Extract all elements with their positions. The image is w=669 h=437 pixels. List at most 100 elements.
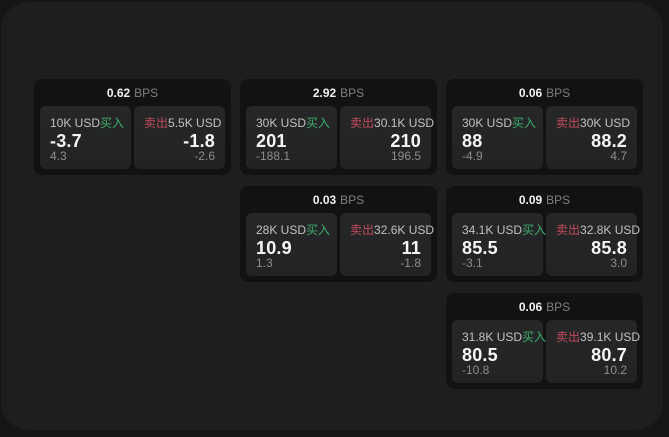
sell-price: 210: [390, 131, 421, 151]
sell-amount: 32.8K USD: [580, 223, 641, 237]
bps-value: 0.06: [518, 299, 543, 314]
buy-amount: 31.8K USD: [462, 330, 523, 344]
buy-tile-header: 31.8K USD 买入: [462, 328, 546, 345]
sell-tile-header: 卖出 30.1K USD: [350, 114, 434, 131]
sell-amount: 5.5K USD: [168, 116, 222, 130]
buy-side-label: 买入: [306, 116, 331, 130]
buy-tile[interactable]: 31.8K USD 买入 80.5 -10.8: [452, 320, 546, 383]
bps-value: 0.03: [312, 192, 337, 207]
sell-tile-header: 卖出 32.6K USD: [350, 221, 434, 238]
sell-tile[interactable]: 卖出 32.8K USD 85.8 3.0: [546, 213, 640, 276]
sell-sub-value: -1.8: [400, 256, 421, 270]
buy-sub-value: -188.1: [256, 149, 291, 163]
quote-tiles: 28K USD 买入 10.9 1.3 卖出 32.6K USD 11 -1.8: [246, 213, 434, 276]
bps-value: 0.62: [106, 85, 131, 100]
sell-sub-value: 4.7: [610, 149, 627, 163]
bps-header: 0.03 BPS: [246, 186, 431, 213]
quote-tiles: 34.1K USD 买入 85.5 -3.1 卖出 32.8K USD 85.8…: [452, 213, 640, 276]
quote-card[interactable]: 0.03 BPS 28K USD 买入 10.9 1.3 卖出 32.6K US…: [240, 186, 437, 282]
quote-card[interactable]: 2.92 BPS 30K USD 买入 201 -188.1 卖出 30.1K …: [240, 79, 437, 175]
buy-price: -3.7: [50, 131, 82, 151]
buy-side-label: 买入: [522, 330, 547, 344]
bps-unit-label: BPS: [340, 192, 365, 207]
sell-amount: 32.6K USD: [374, 223, 435, 237]
buy-side-label: 买入: [306, 223, 331, 237]
buy-price: 88: [462, 131, 483, 151]
quote-tiles: 10K USD 买入 -3.7 4.3 卖出 5.5K USD -1.8 -2.…: [40, 106, 225, 169]
buy-tile[interactable]: 30K USD 买入 88 -4.9: [452, 106, 543, 169]
bps-header: 0.06 BPS: [452, 293, 637, 320]
sell-side-label: 卖出: [144, 116, 169, 130]
sell-amount: 39.1K USD: [580, 330, 641, 344]
buy-sub-value: -10.8: [462, 363, 490, 377]
bps-unit-label: BPS: [546, 85, 571, 100]
buy-tile[interactable]: 28K USD 买入 10.9 1.3: [246, 213, 337, 276]
sell-side-label: 卖出: [556, 330, 581, 344]
buy-side-label: 买入: [100, 116, 125, 130]
bps-header: 0.09 BPS: [452, 186, 637, 213]
sell-price: 88.2: [591, 131, 627, 151]
buy-tile-header: 28K USD 买入: [256, 221, 331, 238]
main-panel: 0.62 BPS 10K USD 买入 -3.7 4.3 卖出 5.5K USD…: [1, 2, 663, 430]
buy-tile-header: 30K USD 买入: [256, 114, 331, 131]
bps-value: 2.92: [312, 85, 337, 100]
buy-tile[interactable]: 10K USD 买入 -3.7 4.3: [40, 106, 131, 169]
sell-sub-value: 196.5: [390, 149, 421, 163]
buy-tile-header: 34.1K USD 买入: [462, 221, 546, 238]
sell-tile[interactable]: 卖出 39.1K USD 80.7 10.2: [546, 320, 640, 383]
buy-side-label: 买入: [522, 223, 547, 237]
buy-tile[interactable]: 30K USD 买入 201 -188.1: [246, 106, 337, 169]
sell-sub-value: 3.0: [610, 256, 627, 270]
sell-sub-value: 10.2: [603, 363, 627, 377]
bps-value: 0.09: [518, 192, 543, 207]
buy-amount: 28K USD: [256, 223, 307, 237]
bps-unit-label: BPS: [546, 299, 571, 314]
sell-side-label: 卖出: [556, 116, 581, 130]
bps-header: 2.92 BPS: [246, 79, 431, 106]
sell-price: -1.8: [183, 131, 215, 151]
sell-price: 11: [401, 238, 421, 258]
buy-tile-header: 10K USD 买入: [50, 114, 125, 131]
sell-tile-header: 卖出 39.1K USD: [556, 328, 640, 345]
buy-tile-header: 30K USD 买入: [462, 114, 537, 131]
buy-sub-value: 1.3: [256, 256, 273, 270]
quote-tiles: 31.8K USD 买入 80.5 -10.8 卖出 39.1K USD 80.…: [452, 320, 640, 383]
bps-value: 0.06: [518, 85, 543, 100]
quote-card[interactable]: 0.62 BPS 10K USD 买入 -3.7 4.3 卖出 5.5K USD…: [34, 79, 231, 175]
sell-amount: 30K USD: [580, 116, 631, 130]
sell-price: 85.8: [591, 238, 627, 258]
quote-card[interactable]: 0.06 BPS 30K USD 买入 88 -4.9 卖出 30K USD 8…: [446, 79, 643, 175]
bps-unit-label: BPS: [340, 85, 365, 100]
bps-header: 0.06 BPS: [452, 79, 637, 106]
buy-amount: 10K USD: [50, 116, 101, 130]
quote-tiles: 30K USD 买入 88 -4.9 卖出 30K USD 88.2 4.7: [452, 106, 637, 169]
buy-amount: 34.1K USD: [462, 223, 523, 237]
buy-price: 201: [256, 131, 287, 151]
sell-tile[interactable]: 卖出 5.5K USD -1.8 -2.6: [134, 106, 225, 169]
sell-tile-header: 卖出 30K USD: [556, 114, 631, 131]
buy-price: 80.5: [462, 345, 498, 365]
buy-sub-value: 4.3: [50, 149, 67, 163]
buy-amount: 30K USD: [256, 116, 307, 130]
buy-tile[interactable]: 34.1K USD 买入 85.5 -3.1: [452, 213, 546, 276]
buy-sub-value: -3.1: [462, 256, 483, 270]
sell-sub-value: -2.6: [194, 149, 215, 163]
sell-tile[interactable]: 卖出 30K USD 88.2 4.7: [546, 106, 637, 169]
sell-tile-header: 卖出 5.5K USD: [144, 114, 221, 131]
sell-tile-header: 卖出 32.8K USD: [556, 221, 640, 238]
sell-side-label: 卖出: [350, 223, 375, 237]
buy-price: 10.9: [256, 238, 292, 258]
sell-tile[interactable]: 卖出 32.6K USD 11 -1.8: [340, 213, 434, 276]
quote-tiles: 30K USD 买入 201 -188.1 卖出 30.1K USD 210 1…: [246, 106, 434, 169]
bps-unit-label: BPS: [134, 85, 159, 100]
quote-card[interactable]: 0.09 BPS 34.1K USD 买入 85.5 -3.1 卖出 32.8K…: [446, 186, 643, 282]
quotes-grid: 0.62 BPS 10K USD 买入 -3.7 4.3 卖出 5.5K USD…: [34, 79, 643, 389]
buy-side-label: 买入: [512, 116, 537, 130]
buy-amount: 30K USD: [462, 116, 513, 130]
sell-tile[interactable]: 卖出 30.1K USD 210 196.5: [340, 106, 434, 169]
bps-header: 0.62 BPS: [40, 79, 225, 106]
buy-price: 85.5: [462, 238, 498, 258]
quote-card[interactable]: 0.06 BPS 31.8K USD 买入 80.5 -10.8 卖出 39.1…: [446, 293, 643, 389]
sell-side-label: 卖出: [350, 116, 375, 130]
